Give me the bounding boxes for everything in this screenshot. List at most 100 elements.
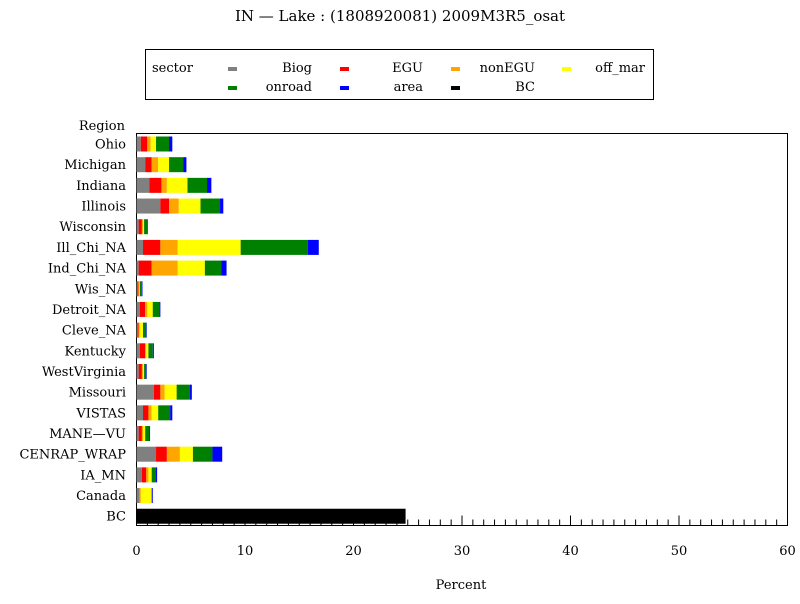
bar-westvirginia-off-mar [143,363,145,379]
bar-missouri-off-mar [164,384,177,400]
category-label-illinois: Illinois [81,200,126,215]
bar-bc-bc [136,508,406,524]
bar-cenrap-wrap-nonegu [166,446,180,462]
legend-swatch-biog [228,67,237,71]
category-label-missouri: Missouri [69,386,126,401]
category-label-canada: Canada [76,489,126,504]
bar-ia-mn-nonegu [146,467,149,483]
category-label-ind-chi-na: Ind_Chi_NA [48,262,127,277]
bar-vistas-off-mar [151,405,159,421]
bar-michigan-onroad [169,157,184,173]
bar-vistas-egu [143,405,149,421]
bar-wisconsin-onroad [144,219,148,235]
bar-cleve-na-area [146,322,147,338]
bar-kentucky-onroad [148,343,153,359]
x-tick-label-30: 30 [454,544,471,559]
bar-ill-chi-na-onroad [240,239,308,255]
bar-wis-na-area [141,281,143,297]
bar-kentucky-nonegu [145,343,147,359]
bar-michigan-egu [145,157,152,173]
chart-title: IN — Lake : (1808920081) 2009M3R5_osat [235,7,565,25]
bar-illinois-biog [136,198,161,214]
bar-ind-chi-na-area [221,260,227,276]
bar-cenrap-wrap-area [212,446,223,462]
legend-swatch-area [340,86,349,90]
bar-mane-vu-nonegu [141,426,144,442]
bar-cenrap-wrap-egu [156,446,167,462]
bar-michigan-nonegu [151,157,159,173]
bar-cenrap-wrap-onroad [192,446,213,462]
bar-ohio-area [169,136,173,152]
bar-ind-chi-na-off-mar [177,260,205,276]
bar-kentucky-off-mar [146,343,149,359]
bar-westvirginia-biog [136,363,139,379]
bar-detroit-na-area [159,301,161,317]
bar-illinois-onroad [200,198,221,214]
bar-mane-vu-onroad [145,426,150,442]
bar-ind-chi-na-egu [138,260,152,276]
bar-cleve-na-egu [137,322,139,338]
bar-michigan-area [183,157,187,173]
x-tick-label-60: 60 [779,544,796,559]
bar-wisconsin-off-mar [143,219,145,235]
bar-kentucky-area [152,343,154,359]
bar-missouri-onroad [176,384,190,400]
bar-vistas-onroad [158,405,171,421]
bar-indiana-area [207,177,212,193]
bar-ill-chi-na-nonegu [160,239,178,255]
bar-cleve-na-nonegu [138,322,140,338]
category-label-ia-mn: IA_MN [80,468,126,483]
bar-ill-chi-na-egu [143,239,161,255]
bar-missouri-biog [136,384,154,400]
bar-mane-vu-egu [138,426,142,442]
x-tick-label-50: 50 [671,544,688,559]
bar-canada-off-mar [140,488,152,504]
bar-michigan-biog [136,157,146,173]
bar-ill-chi-na-area [307,239,319,255]
bar-cenrap-wrap-biog [136,446,157,462]
bar-canada-biog [136,488,140,504]
category-label-wis-na: Wis_NA [75,282,127,297]
bar-ill-chi-na-off-mar [177,239,241,255]
bar-detroit-na-nonegu [145,301,148,317]
bar-vistas-area [170,405,173,421]
legend-swatch-egu [340,67,349,71]
category-label-cenrap-wrap: CENRAP_WRAP [19,448,126,463]
bar-wisconsin-biog [136,219,139,235]
bars-group [136,136,406,524]
category-label-indiana: Indiana [76,179,126,194]
bar-wisconsin-area [147,219,148,235]
category-label-bc: BC [106,510,126,525]
legend-swatch-onroad [228,86,237,90]
category-label-michigan: Michigan [64,158,126,173]
bar-westvirginia-egu [138,363,142,379]
category-label-wisconsin: Wisconsin [59,220,126,235]
category-label-mane-vu: MANE—VU [49,427,126,442]
bar-ind-chi-na-nonegu [151,260,178,276]
bar-ia-mn-off-mar [148,467,152,483]
bar-ind-chi-na-biog [136,260,139,276]
legend-label-egu: EGU [392,61,423,76]
bar-indiana-onroad [187,177,208,193]
legend-label-bc: BC [515,80,535,95]
bar-detroit-na-biog [136,301,140,317]
legend-swatch-nonegu [451,67,460,71]
bar-illinois-nonegu [169,198,179,214]
bar-detroit-na-off-mar [147,301,153,317]
bar-cleve-na-off-mar [139,322,144,338]
legend-label-off-mar: off_mar [595,61,646,76]
bar-detroit-na-egu [139,301,146,317]
bar-illinois-off-mar [178,198,201,214]
bar-detroit-na-onroad [152,301,160,317]
bar-ohio-biog [136,136,141,152]
bar-wis-na-off-mar [138,281,140,297]
bar-ohio-off-mar [150,136,157,152]
x-tick-label-40: 40 [562,544,579,559]
bar-vistas-nonegu [148,405,152,421]
category-labels: Ohio Michigan Indiana Illinois Wisconsin Ill_… [19,138,126,525]
x-axis-label: Percent [436,578,487,593]
bar-wis-na-onroad [139,281,142,297]
bar-indiana-off-mar [166,177,188,193]
bar-illinois-area [220,198,224,214]
